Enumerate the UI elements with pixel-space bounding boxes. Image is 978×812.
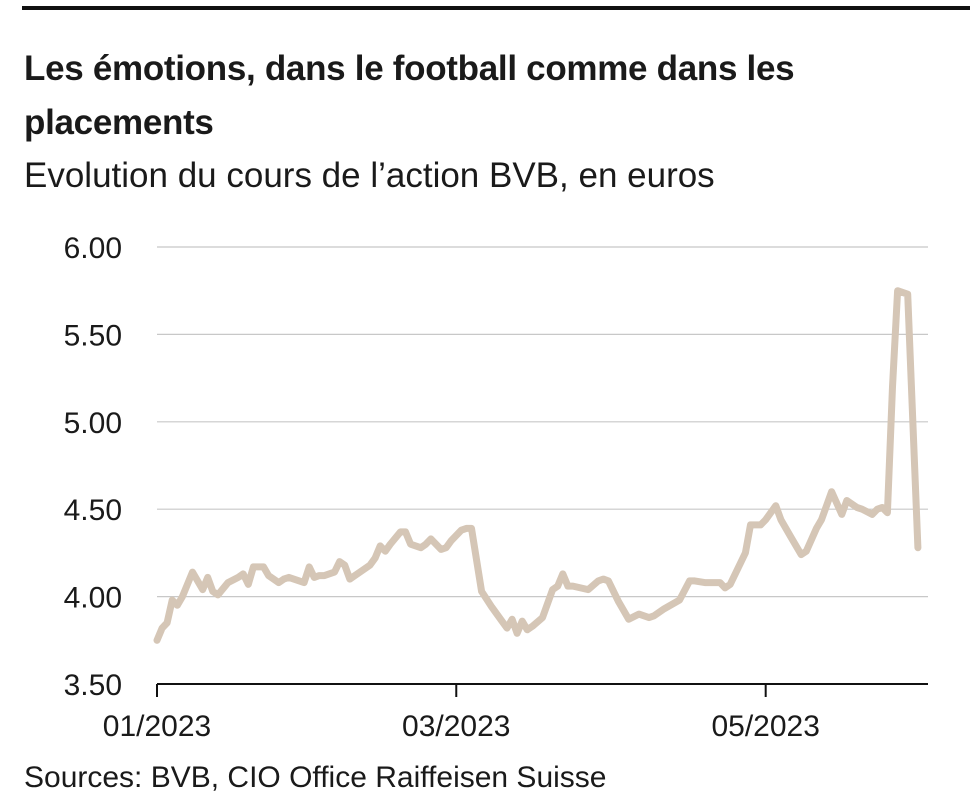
y-tick-label: 4.00 [64,582,122,615]
x-tick-label: 05/2023 [711,710,819,743]
x-axis: 01/2023 03/2023 05/2023 [103,683,928,743]
y-tick-label: 4.50 [64,494,122,527]
y-tick-label: 5.00 [64,407,122,440]
y-tick-label: 5.50 [64,319,122,352]
y-tick-label: 6.00 [64,232,122,265]
series-layer [153,287,922,644]
chart-title: Les émotions, dans le football comme dan… [24,49,795,142]
chart-subtitle: Evolution du cours de l’action BVB, en e… [24,156,715,195]
x-tick-label: 01/2023 [103,710,211,743]
series-line [153,287,922,644]
top-rule [22,6,970,10]
y-tick-label: 3.50 [64,669,122,702]
grid-lines [157,246,928,598]
x-tick-label: 03/2023 [402,710,510,743]
source-note: Sources: BVB, CIO Office Raiffeisen Suis… [24,761,607,794]
y-axis-ticks: 3.50 4.00 4.50 5.00 5.50 6.00 [64,232,122,702]
